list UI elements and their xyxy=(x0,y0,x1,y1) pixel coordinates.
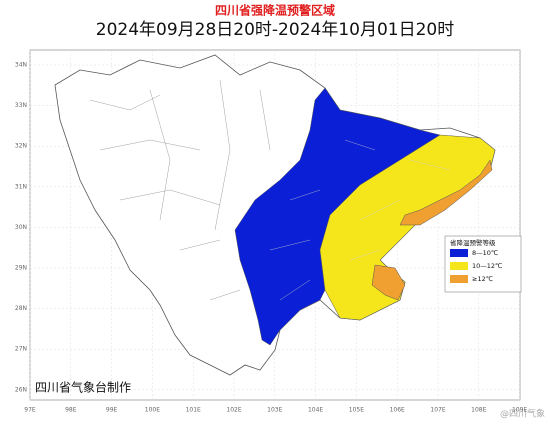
legend-label: 10—12℃ xyxy=(472,262,502,270)
lon-label: 109E xyxy=(512,407,527,414)
lat-label: 30N xyxy=(15,224,27,231)
lon-label: 97E xyxy=(24,407,36,414)
lat-label: 29N xyxy=(15,265,27,272)
lon-label: 102E xyxy=(226,407,241,414)
lon-label: 103E xyxy=(267,407,282,414)
lon-label: 104E xyxy=(308,407,323,414)
legend-swatch xyxy=(450,249,468,257)
lon-label: 107E xyxy=(430,407,445,414)
lon-label: 101E xyxy=(186,407,201,414)
lon-label: 98E xyxy=(65,407,77,414)
subtitle: 2024年09月28日20时-2024年10月01日20时 xyxy=(96,20,454,40)
legend-swatch xyxy=(450,275,468,283)
warning-area-orange xyxy=(371,264,406,301)
lat-label: 32N xyxy=(15,143,27,150)
lat-label: 33N xyxy=(15,102,27,109)
lon-label: 99E xyxy=(106,407,118,414)
title: 四川省强降温预警区域 xyxy=(215,3,335,18)
lat-label: 26N xyxy=(15,386,27,393)
county-borders xyxy=(89,79,451,301)
legend-label: 8—10℃ xyxy=(472,249,498,257)
watermark: @四川气象 xyxy=(500,408,545,420)
warning-area-orange xyxy=(399,159,493,226)
lat-label: 34N xyxy=(15,62,27,69)
lon-label: 100E xyxy=(145,407,160,414)
lon-label: 105E xyxy=(349,407,364,414)
legend-swatch xyxy=(450,262,468,270)
footer: 四川省气象台制作 xyxy=(35,380,131,395)
lat-label: 31N xyxy=(15,183,27,190)
lat-label: 27N xyxy=(15,346,27,353)
lon-label: 106E xyxy=(390,407,405,414)
legend: 8—10℃ 10—12℃ ≥12℃ xyxy=(450,249,502,283)
lat-label: 28N xyxy=(15,305,27,312)
lon-label: 108E xyxy=(471,407,486,414)
legend-title: 省降温预警等级 xyxy=(450,238,496,247)
legend-label: ≥12℃ xyxy=(472,275,493,283)
